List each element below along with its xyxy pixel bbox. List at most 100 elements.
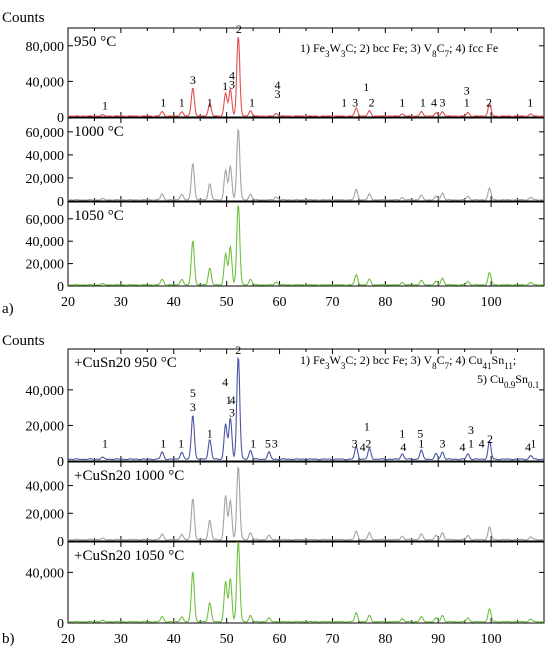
panel-label: b)	[2, 631, 15, 647]
peak-label: 3	[229, 405, 235, 419]
x-tick-label: 20	[61, 632, 75, 647]
x-tick-label: 20	[61, 295, 75, 310]
peak-label: 1	[226, 393, 232, 407]
peak-label: 1	[418, 436, 424, 450]
y-tick-label: 0	[57, 535, 64, 550]
x-tick-label: 100	[481, 632, 502, 647]
peak-label: 3	[464, 84, 470, 98]
x-tick-label: 40	[167, 295, 181, 310]
peak-label: 2	[369, 96, 375, 110]
x-tick-label: 60	[273, 295, 287, 310]
y-tick-label: 0	[57, 111, 64, 126]
peak-label: 1	[468, 436, 474, 450]
subplot-label: 1000 °C	[74, 124, 124, 140]
peak-label: 3	[190, 400, 196, 414]
series-line	[67, 466, 544, 541]
y-axis-label: Counts	[2, 333, 45, 349]
x-tick-label: 30	[114, 632, 128, 647]
series-line	[67, 36, 544, 117]
phase-legend: 5) Cu0.9Sn0.1	[477, 372, 539, 390]
y-tick-label: 0	[57, 617, 64, 632]
y-tick-label: 40,000	[26, 566, 65, 581]
peak-label: 4	[479, 436, 485, 450]
peak-label: 3	[190, 73, 196, 87]
y-tick-label: 20,000	[26, 258, 65, 273]
peak-label: 1	[160, 96, 166, 110]
peak-label: 2	[487, 432, 493, 446]
y-tick-label: 20,000	[26, 172, 65, 187]
x-tick-label: 40	[167, 632, 181, 647]
peak-label: 4	[274, 78, 280, 92]
peak-label: 1	[222, 79, 228, 93]
peak-label: 1	[364, 420, 370, 434]
phase-legend: 1) Fe3W3C; 2) bcc Fe; 3) V8C7; 4) fcc Fe	[300, 41, 498, 59]
peak-label: 1	[160, 436, 166, 450]
peak-label: 5	[265, 436, 271, 450]
peak-label: 3	[352, 96, 358, 110]
peak-label: 1	[207, 427, 213, 441]
series-line	[67, 128, 545, 201]
subplot-label: +CuSn20 950 °C	[74, 355, 177, 371]
peak-label: 2	[236, 22, 242, 36]
y-tick-label: 60,000	[26, 213, 65, 228]
peak-label: 1	[250, 436, 256, 450]
phase-legend: 1) Fe3W3C; 2) bcc Fe; 3) V8C7; 4) Cu41Sn…	[300, 353, 516, 371]
x-tick-label: 90	[431, 632, 445, 647]
peak-label: 1	[363, 80, 369, 94]
peak-label: 1	[207, 96, 213, 110]
x-tick-label: 70	[325, 632, 339, 647]
peak-label: 2	[235, 343, 241, 357]
y-tick-label: 40,000	[26, 480, 65, 495]
y-tick-label: 40,000	[26, 75, 65, 90]
peak-label: 3	[468, 423, 474, 437]
peak-label: 1	[249, 96, 255, 110]
peak-label: 4	[229, 393, 235, 407]
peak-label: 4	[460, 440, 466, 454]
y-tick-label: 0	[57, 280, 64, 295]
peak-label: 4	[222, 375, 228, 389]
peak-label: 5	[190, 386, 196, 400]
subplot-frame	[67, 117, 545, 202]
y-axis-label: Counts	[2, 10, 45, 26]
x-tick-label: 30	[114, 295, 128, 310]
subplot-label: 950 °C	[74, 34, 116, 50]
peak-label: 1	[102, 99, 108, 113]
peak-label: 4	[360, 440, 366, 454]
peak-label: 1	[179, 96, 185, 110]
peak-label: 1	[178, 436, 184, 450]
y-tick-label: 20,000	[26, 419, 65, 434]
peak-label: 3	[439, 436, 445, 450]
peak-label: 1	[464, 96, 470, 110]
x-tick-label: 90	[431, 295, 445, 310]
peak-label: 1	[341, 96, 347, 110]
peak-label: 4	[525, 440, 531, 454]
y-tick-label: 40,000	[26, 149, 65, 164]
series-line	[67, 356, 545, 461]
series-line	[67, 540, 545, 623]
x-tick-label: 50	[220, 632, 234, 647]
series-line	[67, 204, 545, 286]
peak-label: 3	[274, 87, 280, 101]
subplot-frame	[67, 201, 545, 287]
peak-label: 5	[417, 427, 423, 441]
peak-label: 1	[530, 436, 536, 450]
peak-label: 2	[486, 96, 492, 110]
peak-label: 1	[399, 96, 405, 110]
peak-label: 1	[527, 96, 533, 110]
x-tick-label: 80	[378, 295, 392, 310]
x-tick-label: 60	[273, 632, 287, 647]
y-tick-label: 40,000	[26, 384, 65, 399]
peak-label: 4	[400, 440, 406, 454]
peak-label: 3	[352, 436, 358, 450]
x-tick-label: 70	[325, 295, 339, 310]
x-tick-label: 50	[220, 295, 234, 310]
peak-label: 1	[420, 96, 426, 110]
peak-label: 3	[272, 436, 278, 450]
peak-label: 3	[229, 77, 235, 91]
peak-label: 3	[439, 96, 445, 110]
peak-label: 1	[399, 427, 405, 441]
peak-label: 1	[102, 436, 108, 450]
y-tick-label: 20,000	[26, 507, 65, 522]
panel-label: a)	[2, 301, 14, 317]
